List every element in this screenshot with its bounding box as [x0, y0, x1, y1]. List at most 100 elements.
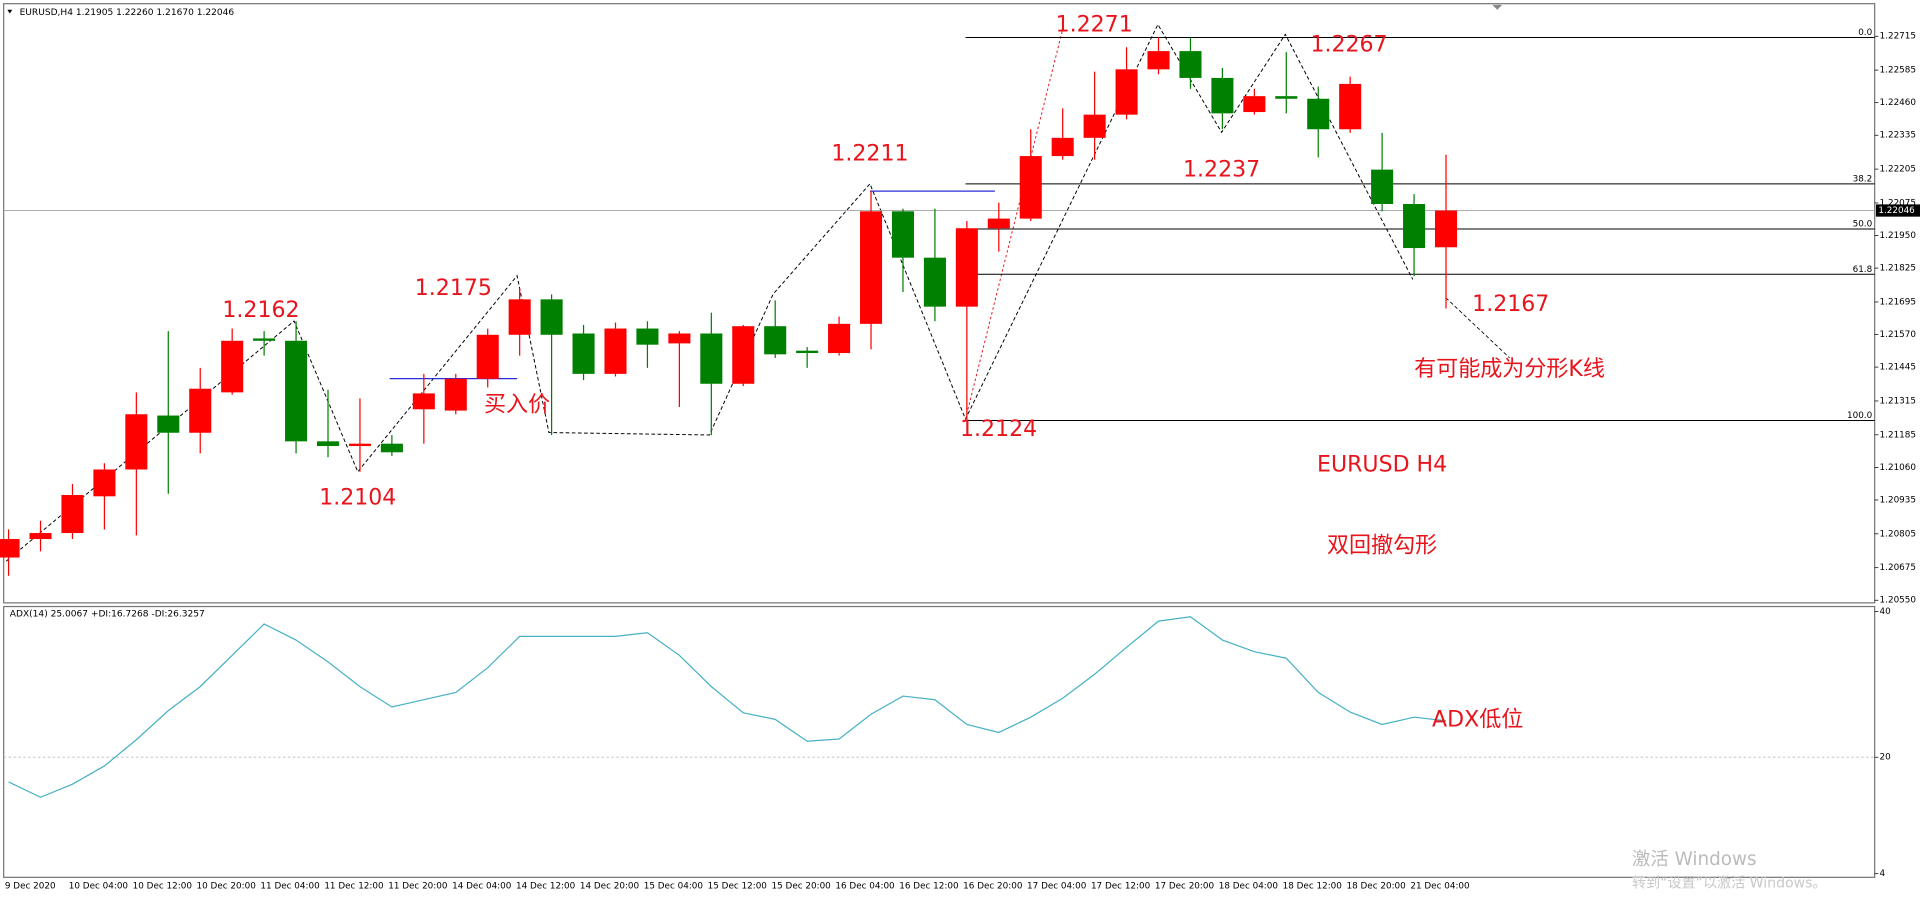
annotation: 1.2104 — [319, 486, 396, 511]
trend-line — [965, 30, 1063, 420]
x-tick-label: 10 Dec 04:00 — [69, 881, 129, 891]
y-tick-label: 4 — [1880, 869, 1886, 879]
candle-body — [764, 326, 787, 355]
candle-body — [348, 443, 371, 447]
x-tick-label: 17 Dec 12:00 — [1091, 881, 1151, 891]
annotation: 双回撤勾形 — [1327, 533, 1437, 558]
candle-body — [412, 393, 435, 410]
candle-body — [1083, 114, 1106, 138]
indicator-header: ADX(14) 25.0067 +DI:16.7268 -DI:26.3257 — [10, 609, 205, 619]
x-tick-label: 16 Dec 12:00 — [899, 881, 959, 891]
annotation: 1.2162 — [222, 298, 299, 323]
annotation: 1.2211 — [831, 141, 908, 166]
x-tick-label: 14 Dec 20:00 — [580, 881, 640, 891]
candle-body — [1403, 204, 1426, 249]
y-tick-label: 1.22335 — [1880, 131, 1916, 141]
y-tick-label: 1.21950 — [1880, 231, 1917, 241]
chart-header: EURUSD,H4 1.21905 1.22260 1.21670 1.2204… — [20, 8, 235, 18]
candle-body — [285, 340, 308, 442]
x-tick-label: 14 Dec 12:00 — [516, 881, 576, 891]
candle-body — [1019, 156, 1042, 219]
x-tick-label: 9 Dec 2020 — [5, 881, 56, 891]
candle-body — [316, 441, 340, 447]
watermark-subtitle: 转到“设置”以激活 Windows。 — [1632, 874, 1827, 891]
candle-body — [1051, 137, 1074, 157]
candle-body — [1179, 51, 1202, 78]
candle-body — [987, 218, 1010, 229]
candle-body — [508, 299, 531, 335]
candle-body — [955, 228, 978, 307]
x-tick-label: 18 Dec 12:00 — [1283, 881, 1343, 891]
annotation: ADX低位 — [1432, 707, 1523, 732]
x-tick-label: 14 Dec 04:00 — [452, 881, 512, 891]
x-tick-label: 21 Dec 04:00 — [1410, 881, 1470, 891]
candle-body — [253, 338, 276, 341]
candle-body — [1243, 96, 1266, 113]
x-tick-label: 15 Dec 20:00 — [772, 881, 832, 891]
menu-arrow — [7, 9, 13, 14]
y-tick-label: 1.21060 — [1880, 463, 1917, 473]
y-tick-label: 1.22460 — [1880, 98, 1917, 108]
candle-body — [125, 414, 148, 470]
y-tick-label: 1.22205 — [1880, 165, 1916, 175]
y-tick-label: 1.20550 — [1880, 596, 1917, 606]
candle-body — [61, 495, 84, 534]
candle-body — [668, 333, 691, 344]
candle-body — [1115, 69, 1138, 115]
y-tick-label: 1.22585 — [1880, 66, 1916, 76]
x-tick-label: 18 Dec 04:00 — [1219, 881, 1279, 891]
x-tick-label: 15 Dec 12:00 — [708, 881, 768, 891]
adx-panel — [3, 605, 1876, 878]
x-tick-label: 11 Dec 04:00 — [260, 881, 320, 891]
y-tick-label: 1.21695 — [1880, 297, 1916, 307]
y-tick-label: 1.22715 — [1880, 32, 1916, 42]
candle-body — [860, 211, 883, 324]
y-tick-label: 1.21445 — [1880, 363, 1916, 373]
y-tick-label: 1.21570 — [1880, 330, 1917, 340]
candle-body — [1339, 83, 1362, 130]
fib-label: 61.8 — [1853, 265, 1873, 275]
fib-label: 38.2 — [1853, 174, 1873, 184]
x-tick-label: 16 Dec 04:00 — [835, 881, 895, 891]
candle-body — [380, 443, 403, 453]
annotation: 1.2267 — [1310, 32, 1387, 57]
watermark-title: 激活 Windows — [1632, 849, 1757, 870]
adx-line — [8, 616, 1447, 798]
zigzag — [5, 23, 1414, 562]
y-tick-label: 1.20805 — [1880, 529, 1916, 539]
shift-marker — [1492, 4, 1503, 10]
candle-body — [700, 333, 723, 384]
candle-body — [0, 539, 20, 558]
y-tick-label: 1.22075 — [1880, 198, 1916, 208]
candle-body — [189, 388, 212, 433]
x-tick-label: 10 Dec 12:00 — [133, 881, 193, 891]
candle-body — [1275, 96, 1298, 99]
candle-body — [1147, 51, 1170, 70]
candle-body — [1434, 210, 1458, 248]
candle-body — [923, 257, 946, 307]
candle-body — [732, 326, 755, 384]
annotation: 1.2237 — [1183, 157, 1260, 182]
y-tick-label: 1.21185 — [1880, 430, 1916, 440]
candle-body — [572, 333, 595, 374]
candle-body — [1307, 98, 1330, 130]
x-tick-label: 11 Dec 20:00 — [388, 881, 448, 891]
candle-body — [157, 415, 180, 433]
candle-body — [1211, 77, 1234, 114]
annotation: 1.2124 — [960, 417, 1037, 442]
y-tick-label: 20 — [1880, 753, 1892, 763]
candle-body — [636, 328, 659, 345]
price-panel — [3, 3, 1876, 604]
current-price-box — [1875, 204, 1920, 217]
x-tick-label: 16 Dec 20:00 — [963, 881, 1023, 891]
annotation: 买入价 — [484, 393, 550, 418]
y-tick-label: 40 — [1880, 607, 1892, 617]
x-tick-label: 11 Dec 12:00 — [324, 881, 384, 891]
annotation: 1.2175 — [415, 276, 492, 301]
candle-body — [93, 469, 116, 497]
candle-body — [444, 378, 467, 411]
y-tick-label: 1.21315 — [1880, 396, 1916, 406]
fib-label: 50.0 — [1853, 220, 1873, 230]
